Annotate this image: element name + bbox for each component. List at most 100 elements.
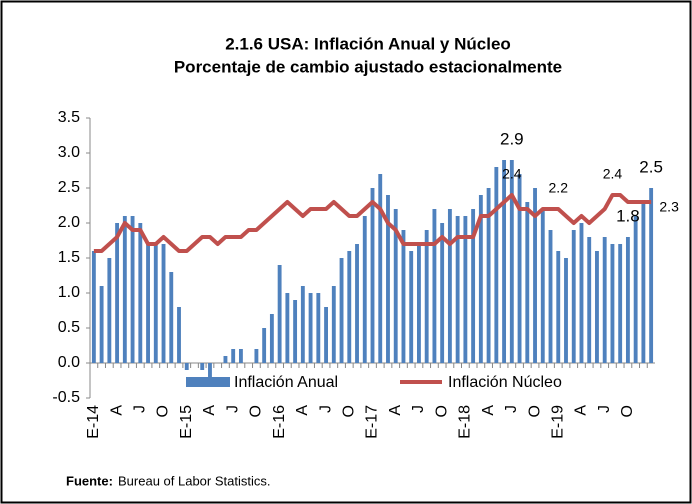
bar: [324, 307, 328, 363]
legend-label: Inflación Anual: [234, 374, 338, 391]
bar: [486, 188, 491, 363]
bar: [595, 251, 599, 363]
bar: [208, 363, 212, 377]
bar: [138, 223, 143, 363]
x-tick-label: O: [248, 405, 265, 417]
bar: [556, 251, 561, 363]
bar: [417, 244, 421, 363]
bar: [223, 356, 228, 363]
y-tick-label: 2.5: [58, 179, 80, 196]
annotation: 2.4: [502, 166, 522, 182]
bar: [509, 160, 514, 363]
bar: [331, 286, 336, 363]
bar: [424, 230, 429, 363]
x-tick-label: O: [619, 405, 636, 417]
bar: [347, 251, 352, 363]
x-tick-label: O: [155, 405, 172, 417]
y-tick-label: 0.0: [58, 354, 80, 371]
bar: [564, 258, 568, 363]
x-tick-label: O: [526, 405, 543, 417]
x-tick-label: A: [573, 405, 590, 416]
bar: [169, 272, 174, 363]
bar: [447, 209, 452, 363]
bar: [285, 293, 290, 363]
x-tick-label: J: [596, 405, 613, 413]
bar: [649, 188, 654, 363]
y-tick-label: 1.5: [58, 249, 80, 266]
bar: [269, 314, 274, 363]
footer-label: Fuente:: [66, 473, 113, 488]
bar: [115, 223, 120, 363]
bar: [254, 349, 259, 363]
bar: [153, 244, 158, 363]
x-tick-label: J: [503, 405, 520, 413]
line: [93, 193, 652, 253]
bar: [161, 244, 166, 363]
x-tick-label: E-16: [271, 405, 288, 439]
bar: [587, 237, 592, 363]
bar: [618, 244, 623, 363]
annotation: 2.3: [659, 199, 679, 215]
bar: [579, 223, 584, 363]
x-tick-label: E-18: [457, 405, 474, 439]
bar: [571, 230, 576, 363]
x-tick-label: J: [132, 405, 149, 413]
bar: [386, 195, 390, 363]
bar: [122, 216, 127, 363]
bar: [231, 349, 236, 363]
y-tick-label: 1.0: [58, 284, 80, 301]
bar: [463, 216, 468, 363]
chart-title: 2.1.6 USA: Inflación Anual y Núcleo: [225, 34, 511, 53]
bar: [610, 244, 615, 363]
bar: [478, 195, 483, 363]
chart-subtitle: Porcentaje de cambio ajustado estacional…: [174, 57, 562, 76]
bar: [401, 230, 406, 363]
bar: [393, 209, 398, 363]
bar: [548, 230, 553, 363]
annotation: 2.9: [500, 129, 524, 148]
x-tick-label: J: [410, 405, 427, 413]
bar: [633, 216, 638, 363]
bar: [355, 244, 359, 363]
bar: [262, 328, 267, 363]
bar: [517, 174, 522, 363]
bar: [277, 265, 282, 363]
footer-text: Bureau of Labor Statistics.: [118, 473, 270, 488]
y-tick-label: 2.0: [58, 214, 80, 231]
bar: [293, 300, 298, 363]
bar: [107, 258, 112, 363]
bar: [494, 167, 499, 363]
x-tick-label: A: [387, 405, 404, 416]
x-tick-label: J: [224, 405, 241, 413]
annotation: 2.2: [549, 180, 569, 196]
legend-label: Inflación Núcleo: [448, 374, 562, 391]
bar: [184, 363, 189, 370]
bar: [440, 223, 445, 363]
bar: [308, 293, 313, 363]
bar: [316, 293, 321, 363]
bar: [339, 258, 344, 363]
bar: [91, 251, 96, 363]
y-tick-label: -0.5: [52, 389, 80, 406]
bar: [362, 216, 367, 363]
bar: [471, 209, 476, 363]
x-tick-label: O: [340, 405, 357, 417]
y-tick-label: 0.5: [58, 319, 80, 336]
y-tick-label: 3.5: [58, 109, 80, 126]
bar: [540, 209, 545, 363]
x-tick-label: A: [480, 405, 497, 416]
bar: [177, 307, 181, 363]
x-tick-label: J: [317, 405, 334, 413]
x-tick-label: O: [433, 405, 450, 417]
x-tick-label: E-15: [178, 405, 195, 439]
x-tick-label: A: [201, 405, 218, 416]
x-tick-label: E-17: [364, 405, 381, 439]
bar: [525, 202, 530, 363]
bar: [99, 286, 104, 363]
annotation: 1.8: [616, 206, 640, 225]
bar: [641, 202, 646, 363]
x-tick-label: E-14: [85, 405, 102, 439]
bar: [378, 174, 383, 363]
